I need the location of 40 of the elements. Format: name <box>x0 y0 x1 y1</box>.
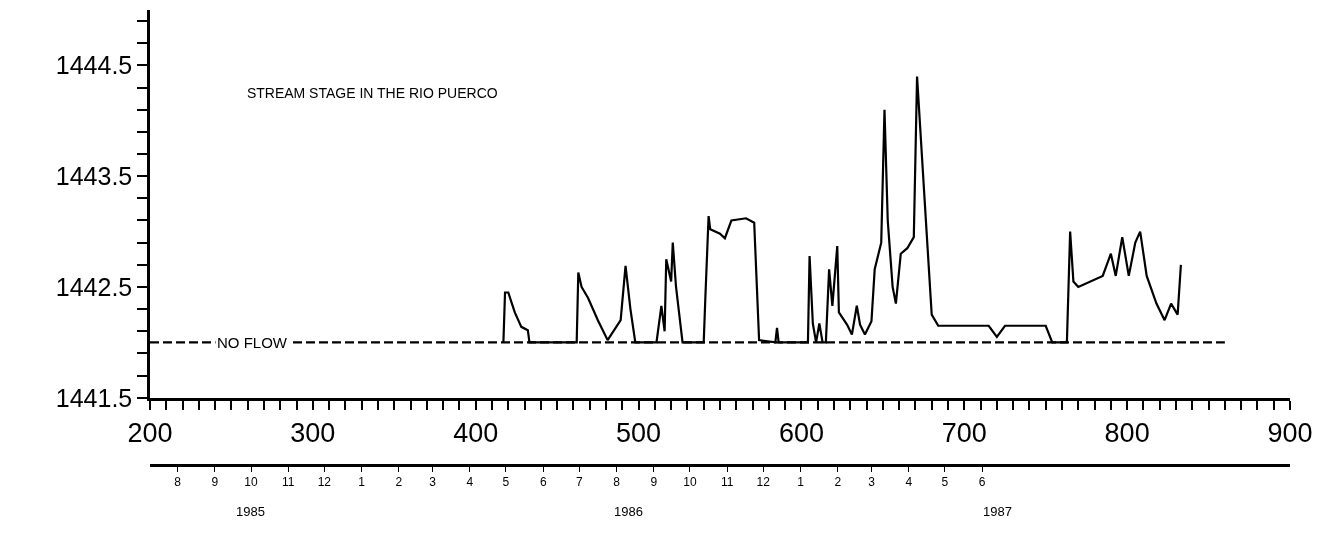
x-tick-label: 400 <box>453 417 499 448</box>
x2-tick-label: 8 <box>174 475 182 490</box>
y-tick-label: 1442.5 <box>55 272 133 301</box>
y-tick-label: 1444.5 <box>55 51 133 80</box>
y-tick-label: 1443.5 <box>55 161 133 190</box>
x2-tick-label: 12 <box>756 475 771 490</box>
x2-tick-label: 4 <box>905 475 913 490</box>
x-tick-label: 200 <box>127 417 173 448</box>
x2-tick-label: 5 <box>941 475 949 490</box>
x2-tick-label: 3 <box>429 475 437 490</box>
x-tick-label: 500 <box>616 417 662 448</box>
x2-tick-label: 4 <box>466 475 474 490</box>
y-tick-label: 1441.5 <box>55 383 133 412</box>
x2-tick-label: 6 <box>978 475 986 490</box>
x-tick-label: 600 <box>778 417 824 448</box>
x-tick-label: 300 <box>290 417 336 448</box>
text: 1985 <box>236 504 265 519</box>
x-tick-label: 800 <box>1104 417 1150 448</box>
x2-tick-label: 7 <box>575 475 583 490</box>
x-tick-label: 700 <box>941 417 987 448</box>
text: STREAM STAGE IN THE RIO PUERCO <box>246 84 498 101</box>
x2-tick-label: 5 <box>502 475 510 490</box>
x2-tick-label: 3 <box>868 475 876 490</box>
x2-tick-label: 2 <box>395 475 403 490</box>
x2-tick-label: 10 <box>244 475 258 490</box>
x2-tick-label: 6 <box>539 475 547 490</box>
x2-tick-label: 12 <box>317 475 332 490</box>
x-tick-label: 900 <box>1267 417 1313 448</box>
text: 1986 <box>614 504 643 519</box>
x2-tick-label: 9 <box>211 475 219 490</box>
x2-tick-label: 9 <box>650 475 658 490</box>
x2-tick-label: 10 <box>683 475 697 490</box>
x2-tick-label: 11 <box>720 475 734 490</box>
x2-tick-label: 2 <box>834 475 842 490</box>
text: 1987 <box>983 504 1012 519</box>
x2-tick-label: 11 <box>282 475 295 490</box>
x2-tick-label: 1 <box>797 475 805 490</box>
x2-tick-label: 1 <box>358 475 366 490</box>
x2-tick-label: 8 <box>613 475 621 490</box>
annotation: NO FLOW <box>217 334 288 351</box>
